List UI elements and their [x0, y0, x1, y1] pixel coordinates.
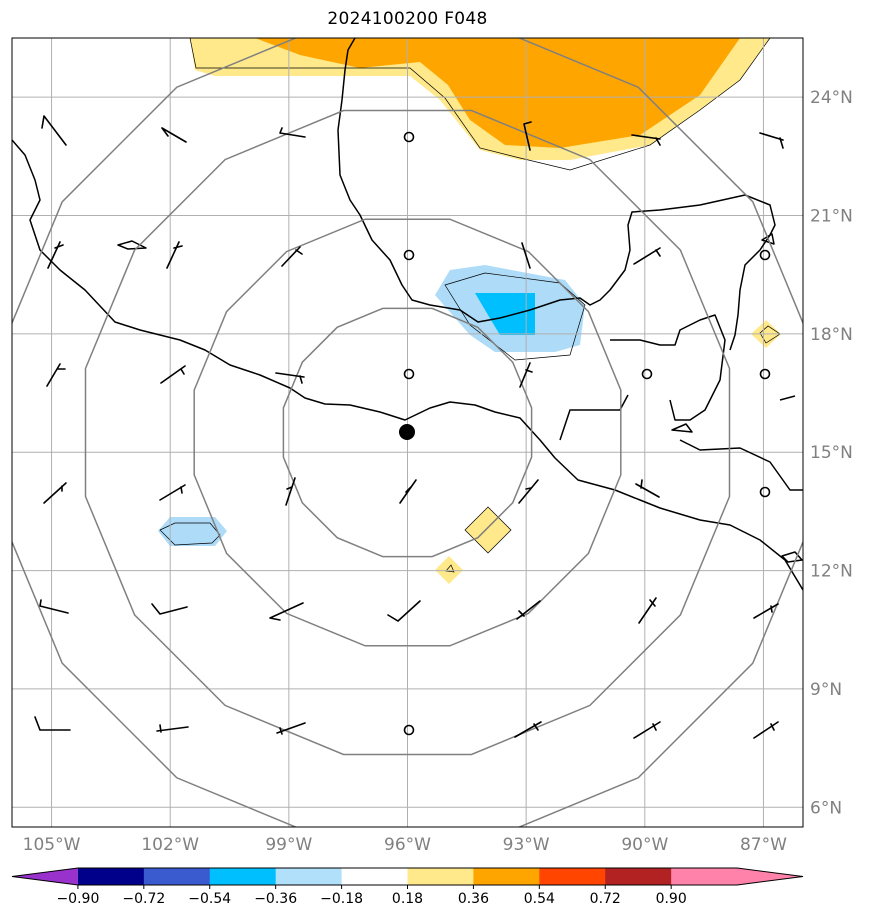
- colorbar-swatch: [209, 868, 277, 885]
- range-rings: [12, 38, 803, 827]
- colorbar-tick-label: 0.90: [656, 891, 687, 907]
- colorbar-tick-label: 0.72: [590, 891, 621, 907]
- range-ring: [193, 218, 622, 647]
- lon-tick-label: 96°W: [384, 835, 431, 855]
- lon-tick-label: 105°W: [23, 835, 81, 855]
- colorbar-tick-label: −0.54: [188, 891, 231, 907]
- colorbar-swatch: [143, 868, 211, 885]
- colorbar-swatch: [737, 868, 803, 885]
- colorbar-swatch: [77, 868, 145, 885]
- positive-anomaly-region: [189, 38, 771, 171]
- colorbar-swatch: [605, 868, 672, 885]
- lat-tick-label: 9°N: [810, 680, 842, 700]
- colorbar-swatch: [341, 868, 408, 885]
- colorbar-swatch: [473, 868, 540, 885]
- lat-tick-label: 18°N: [810, 325, 853, 345]
- colorbar-swatch: [275, 868, 343, 885]
- coastline: [12, 38, 803, 591]
- lon-tick-label: 90°W: [621, 835, 668, 855]
- colorbar-tick-label: 0.54: [524, 891, 555, 907]
- lat-tick-label: 12°N: [810, 562, 853, 582]
- map-title: 2024100200 F048: [327, 9, 488, 29]
- colorbar-tick-label: −0.18: [320, 891, 363, 907]
- range-ring: [282, 307, 533, 558]
- lat-tick-label: 15°N: [810, 443, 853, 463]
- colorbar-swatch: [407, 868, 474, 885]
- colorbar: −0.90 −0.72 −0.54 −0.36 −0.18 0.18 0.36 0.54 0.7…: [11, 867, 804, 907]
- storm-center-marker: [399, 424, 415, 440]
- range-ring: [84, 109, 731, 756]
- lon-tick-label: 87°W: [740, 835, 787, 855]
- colorbar-tick-label: −0.36: [254, 891, 297, 907]
- colorbar-tick-label: −0.72: [122, 891, 165, 907]
- colorbar-tick-label: 0.18: [392, 891, 423, 907]
- colorbar-tick-label: 0.36: [458, 891, 489, 907]
- small-positive-patches: [435, 320, 781, 584]
- map-gridlines: [12, 38, 803, 827]
- lon-tick-label: 99°W: [265, 835, 312, 855]
- lat-tick-label: 6°N: [810, 798, 842, 818]
- wind-barbs: [34, 115, 784, 739]
- lat-tick-label: 24°N: [810, 88, 853, 108]
- colorbar-tick-label: −0.90: [56, 891, 99, 907]
- lon-tick-label: 93°W: [503, 835, 550, 855]
- lon-tick-label: 102°W: [141, 835, 199, 855]
- colorbar-swatch: [12, 868, 78, 885]
- range-ring: [12, 38, 803, 827]
- colorbar-swatch: [539, 868, 606, 885]
- lat-tick-label: 21°N: [810, 207, 853, 227]
- latitude-labels: 24°N 21°N 18°N 15°N 12°N 9°N 6°N: [810, 88, 853, 818]
- longitude-labels: 105°W 102°W 99°W 96°W 93°W 90°W 87°W: [23, 835, 787, 855]
- plot-frame: [11, 37, 804, 828]
- negative-anomaly-region: [158, 265, 586, 546]
- calm-wind-markers: [403, 131, 771, 736]
- colorbar-swatch: [671, 868, 738, 885]
